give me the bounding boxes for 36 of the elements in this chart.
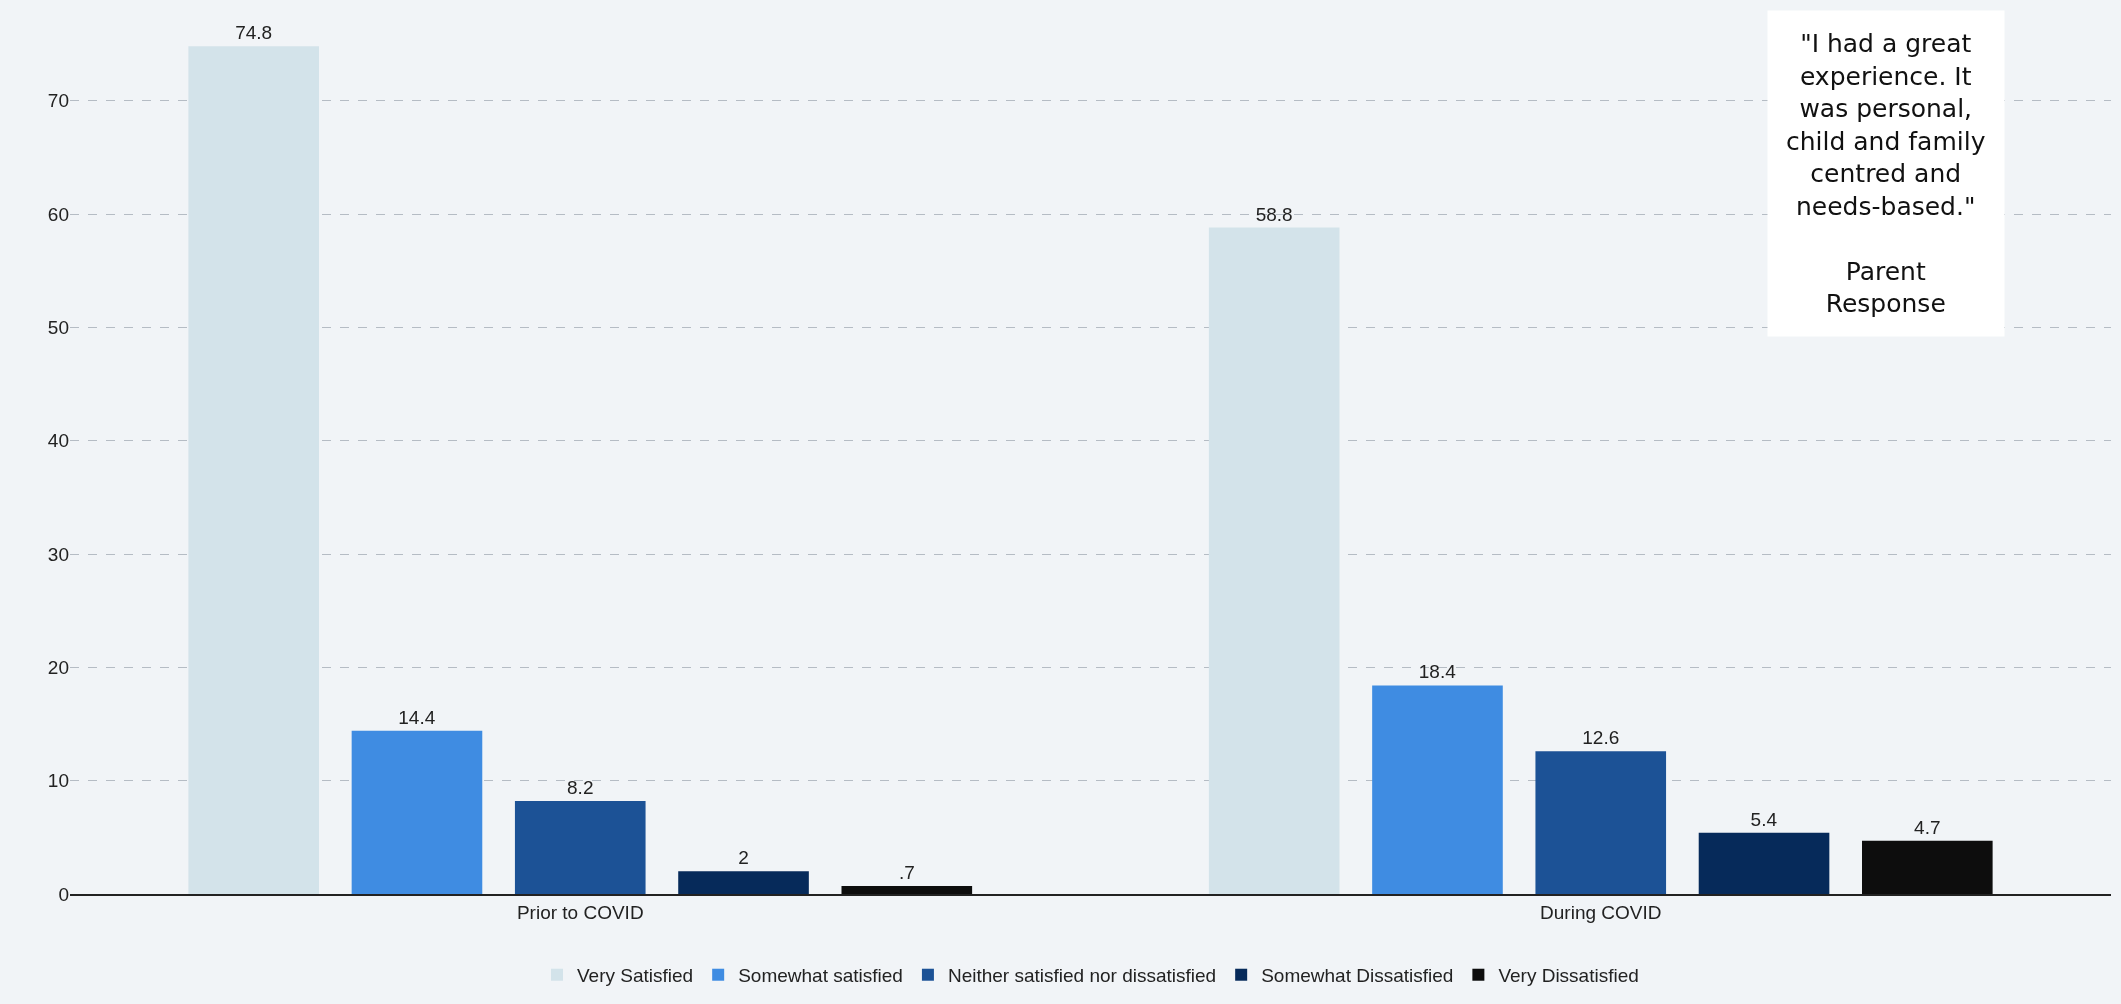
x-tick-label: During COVID bbox=[1540, 901, 1662, 923]
data-label: .7 bbox=[898, 862, 915, 884]
x-tick-label: Prior to COVID bbox=[516, 901, 644, 923]
data-label: 12.6 bbox=[1582, 727, 1620, 749]
legend-label: Neither satisfied nor dissatisfied bbox=[947, 965, 1217, 987]
data-label: 4.7 bbox=[1914, 816, 1941, 838]
legend-label: Somewhat satisfied bbox=[738, 965, 903, 987]
bar bbox=[1208, 227, 1340, 894]
bar bbox=[841, 886, 973, 894]
y-tick-label: 10 bbox=[47, 770, 69, 792]
data-label: 5.4 bbox=[1750, 808, 1778, 830]
bar bbox=[1535, 751, 1667, 894]
bar bbox=[351, 730, 483, 894]
legend-label: Very Satisfied bbox=[577, 965, 694, 987]
y-tick-label: 70 bbox=[47, 90, 69, 112]
bar bbox=[1698, 832, 1830, 894]
y-tick-label: 60 bbox=[47, 203, 69, 225]
bar bbox=[1862, 840, 1993, 894]
data-label: 2 bbox=[738, 847, 749, 869]
bar bbox=[188, 46, 319, 894]
text: "I had a great experience. It was personal, child and family centred and needs-based." Parent Response bbox=[1786, 29, 1986, 318]
y-tick-label: 50 bbox=[47, 316, 69, 338]
data-label: 58.8 bbox=[1255, 203, 1293, 225]
bar bbox=[514, 801, 646, 894]
bar bbox=[678, 871, 809, 894]
y-tick-label: 0 bbox=[58, 883, 69, 905]
y-tick-label: 30 bbox=[47, 543, 69, 565]
legend-label: Very Dissatisfied bbox=[1498, 965, 1639, 987]
y-tick-label: 20 bbox=[47, 656, 69, 678]
data-label: 74.8 bbox=[235, 22, 273, 44]
data-label: 8.2 bbox=[567, 777, 594, 799]
bar bbox=[1372, 685, 1503, 894]
data-label: 14.4 bbox=[398, 706, 436, 728]
legend-label: Somewhat Dissatisfied bbox=[1261, 965, 1454, 987]
y-tick-label: 40 bbox=[47, 430, 69, 452]
data-label: 18.4 bbox=[1418, 661, 1457, 683]
